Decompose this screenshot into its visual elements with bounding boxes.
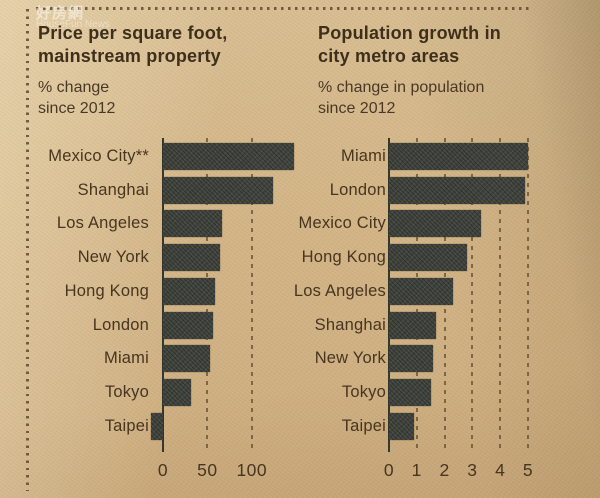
dotted-border-top [36, 7, 530, 10]
category-label: Tokyo [341, 382, 386, 401]
gridline [527, 138, 529, 452]
x-tick-label: 50 [197, 460, 218, 480]
category-label: New York [314, 349, 386, 368]
right-subtitle-line2: since 2012 [318, 100, 396, 117]
right-title-line1: Population growth in [318, 23, 501, 43]
left-chart-subtitle: % change since 2012 [38, 77, 298, 119]
category-label: Hong Kong [301, 248, 386, 267]
bar-london [389, 176, 526, 204]
category-label: London [329, 180, 386, 199]
bar-hong-kong [389, 244, 467, 272]
bar-taipei [151, 412, 163, 440]
gridline [499, 138, 502, 452]
category-label: Taipei [104, 416, 149, 435]
bar-miami [389, 143, 528, 170]
category-label: New York [77, 248, 149, 267]
bar-mexico-city [389, 210, 481, 238]
bar-mexico-city [163, 143, 295, 170]
x-tick-label: 100 [236, 460, 268, 480]
category-label: Mexico City [298, 214, 386, 233]
plot-area [388, 138, 541, 452]
x-tick-label: 4 [495, 460, 506, 480]
category-label: Los Angeles [293, 281, 386, 300]
category-label: Miami [104, 349, 149, 368]
x-tick-label: 2 [439, 460, 450, 480]
bar-miami [163, 345, 211, 373]
right-chart-header: Population growth in city metro areas % … [318, 22, 578, 119]
category-label: Shanghai [77, 180, 149, 199]
population-growth-chart: Miami London Mexico City Hong Kong Los Angel… [280, 138, 542, 490]
bar-shanghai [163, 176, 274, 204]
right-title-line2: city metro areas [318, 46, 460, 66]
left-chart-title: Price per square foot, mainstream proper… [38, 22, 298, 68]
category-label: Miami [341, 147, 386, 165]
x-tick-label: 5 [522, 460, 534, 480]
right-chart-title: Population growth in city metro areas [318, 22, 578, 68]
dotted-border-left [26, 9, 29, 491]
left-subtitle-line1: % change [38, 79, 110, 96]
category-label: Tokyo [104, 382, 149, 401]
bar-new-york [389, 345, 434, 373]
bar-new-york [163, 244, 220, 272]
bar-tokyo [163, 378, 192, 406]
bar-tokyo [389, 378, 431, 406]
category-label: London [92, 315, 149, 334]
x-tick-label: 1 [411, 460, 422, 480]
price-per-sqft-chart: Mexico City** Shanghai Los Angeles New York… [30, 138, 308, 490]
right-chart-subtitle: % change in population since 2012 [318, 77, 578, 119]
bar-los-angeles [163, 210, 223, 238]
category-label: Los Angeles [56, 214, 149, 233]
bar-shanghai [389, 311, 437, 339]
x-tick-label: 0 [157, 460, 169, 480]
category-label: Mexico City** [48, 147, 149, 165]
bar-london [163, 311, 213, 339]
bar-taipei [389, 412, 415, 440]
bar-los-angeles [389, 277, 453, 305]
left-title-line2: mainstream property [38, 46, 221, 66]
x-tick-label: 0 [383, 460, 395, 480]
gridline [250, 138, 253, 452]
category-label: Hong Kong [64, 281, 149, 300]
x-tick-label: 3 [467, 460, 478, 480]
category-label: Shanghai [314, 315, 386, 334]
left-title-line1: Price per square foot, [38, 23, 228, 43]
left-chart-header: Price per square foot, mainstream proper… [38, 22, 298, 119]
bar-hong-kong [163, 277, 216, 305]
plot-area [148, 138, 304, 452]
category-label: Taipei [341, 416, 386, 435]
gridline [471, 138, 474, 452]
right-subtitle-line1: % change in population [318, 79, 485, 96]
left-subtitle-line2: since 2012 [38, 100, 116, 117]
